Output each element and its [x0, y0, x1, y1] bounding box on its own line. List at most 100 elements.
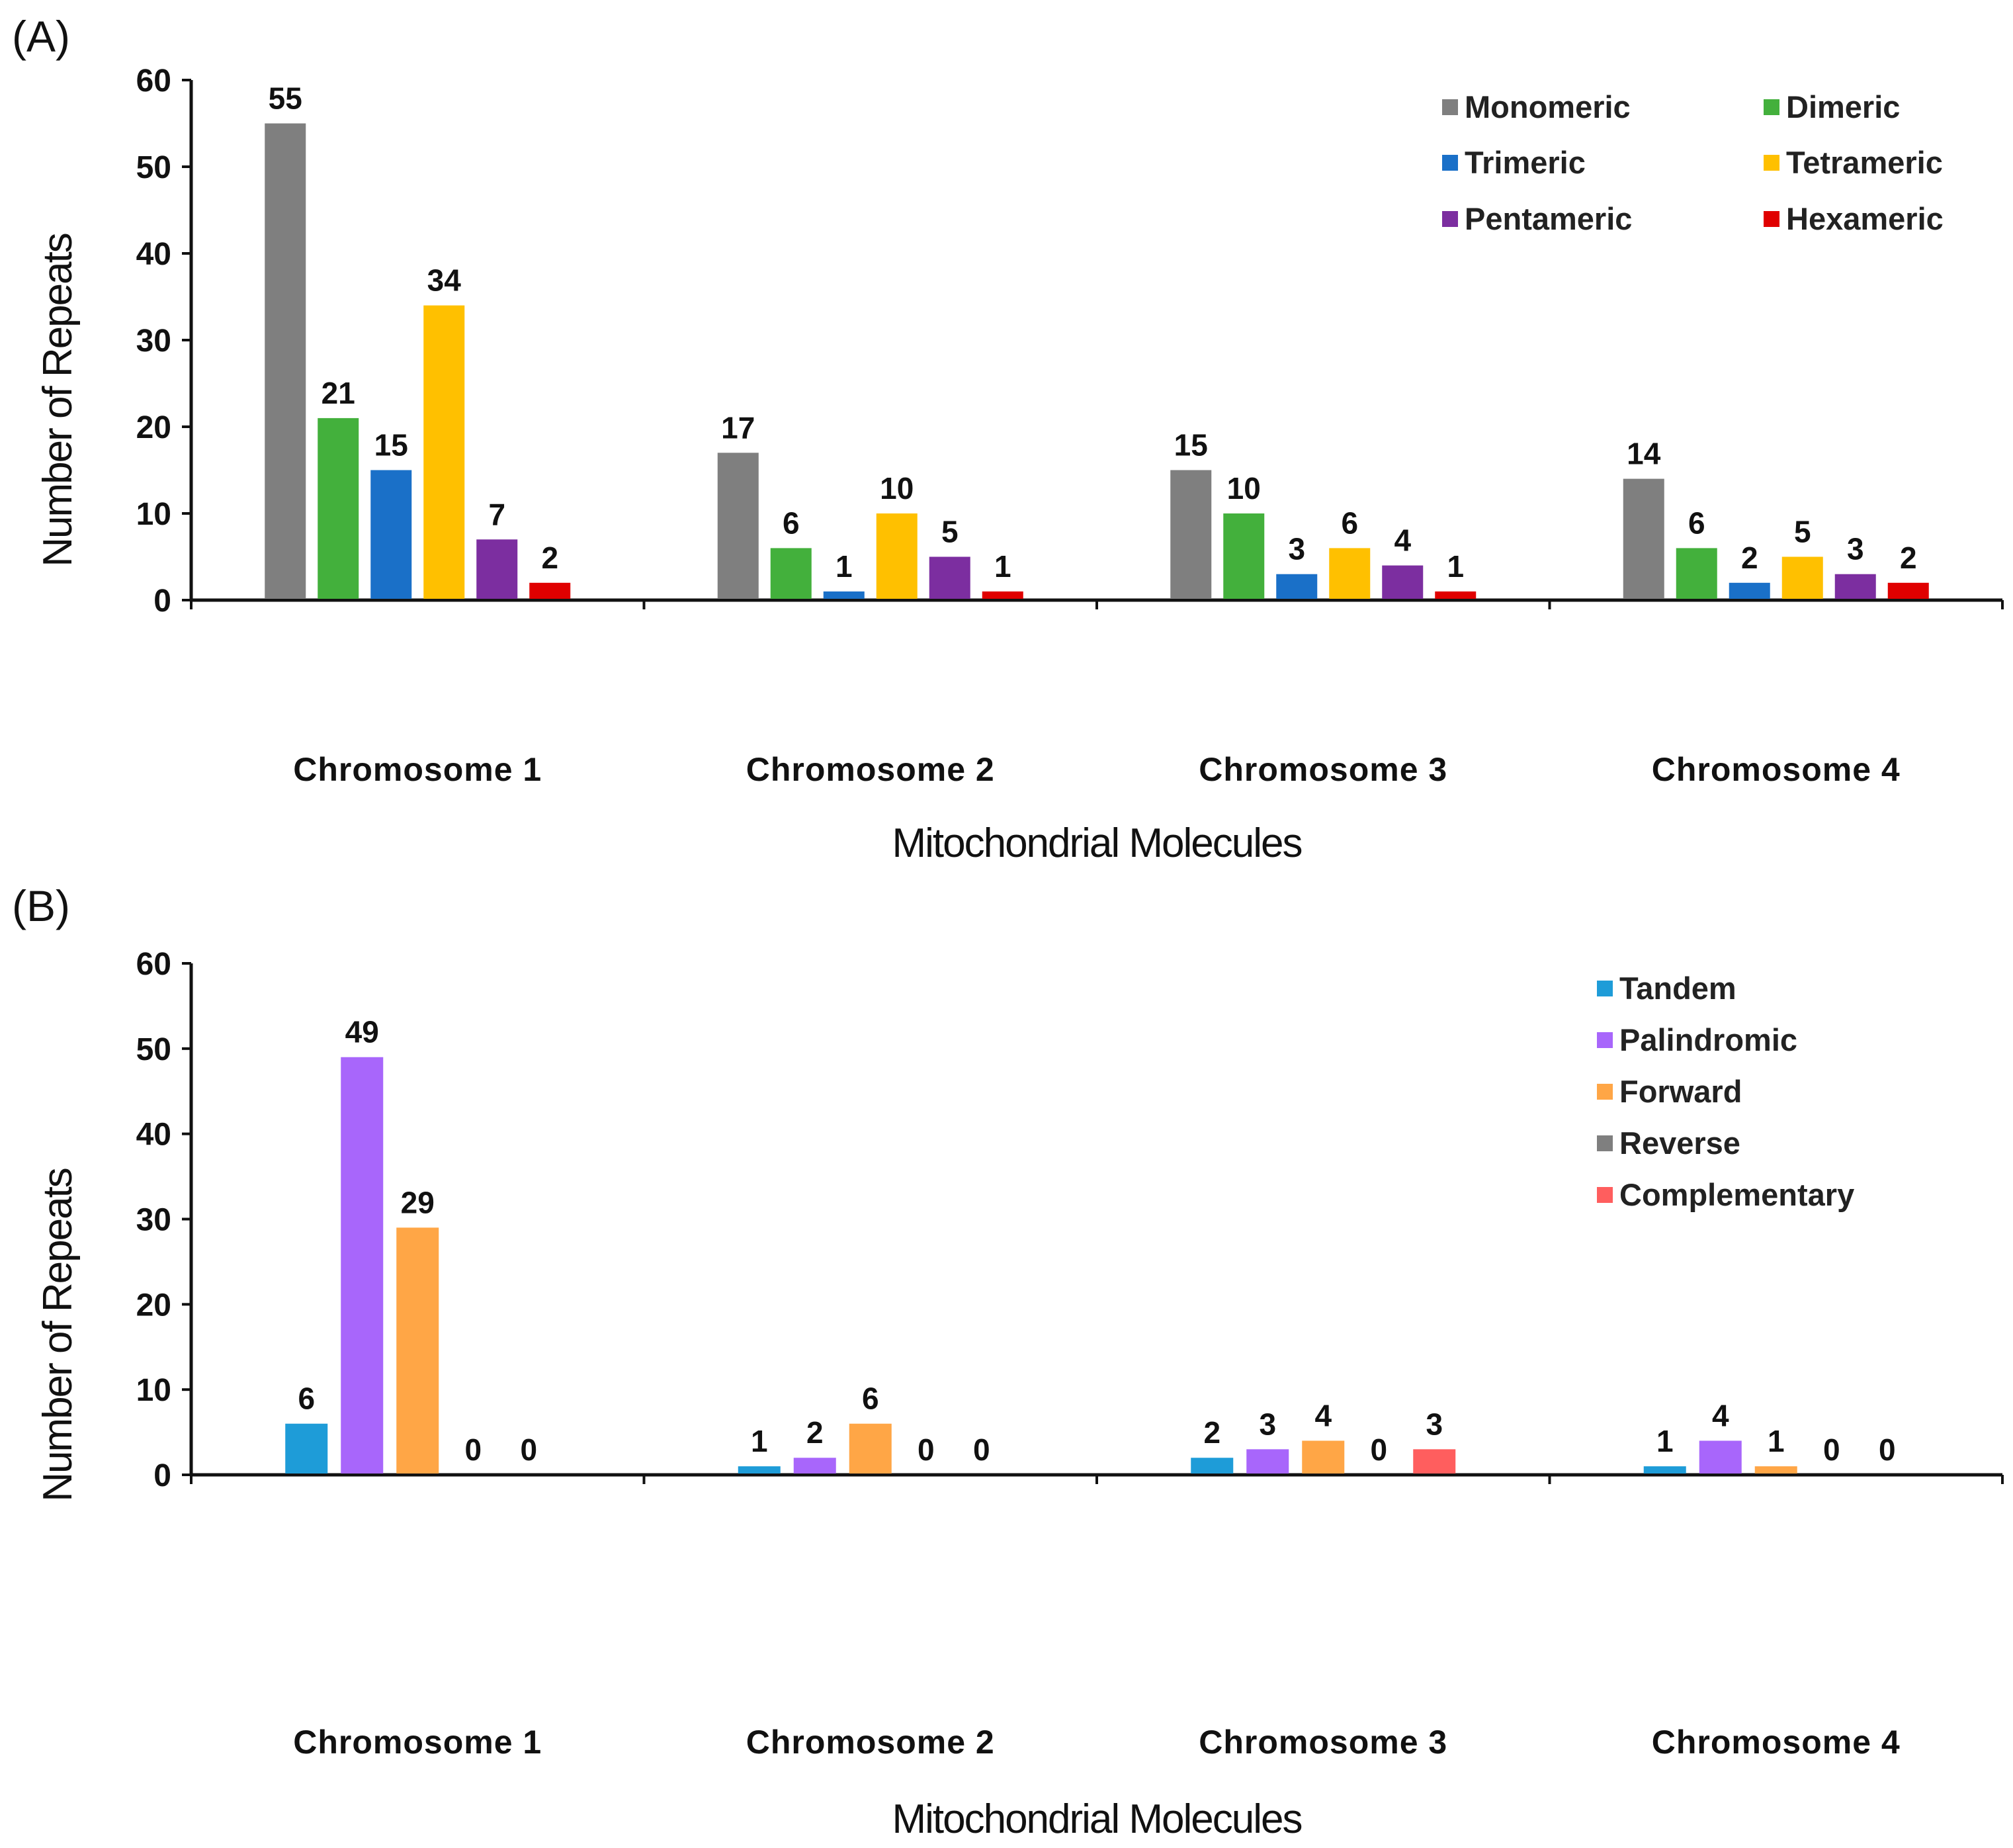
data-label: 2 — [806, 1415, 824, 1450]
y-tick-label: 30 — [136, 324, 171, 359]
bar-palindromic — [341, 1057, 384, 1474]
data-label: 3 — [1259, 1407, 1276, 1441]
legend-item: Tandem — [1597, 971, 1736, 1006]
bar-hexameric — [1887, 582, 1929, 599]
data-label: 1 — [835, 549, 853, 584]
legend-label: Dimeric — [1786, 89, 1900, 124]
x-axis-title: Mitochondrial Molecules — [892, 1796, 1301, 1842]
data-label: 3 — [1426, 1407, 1443, 1441]
data-label: 17 — [721, 410, 755, 445]
legend-label: Tandem — [1619, 971, 1736, 1006]
legend-label: Reverse — [1619, 1125, 1740, 1161]
data-label: 6 — [1688, 506, 1705, 540]
bar-complementary — [1413, 1449, 1456, 1474]
x-tick-label: Chromosome 3 — [1199, 751, 1447, 788]
data-label: 2 — [1900, 541, 1917, 575]
legend-swatch — [1442, 211, 1458, 227]
panel-label: (A) — [12, 12, 70, 61]
bar-dimeric — [1676, 548, 1717, 599]
legend-label: Monomeric — [1465, 89, 1631, 124]
legend-item: Trimeric — [1442, 145, 1586, 180]
bar-hexameric — [982, 591, 1023, 599]
legend-item: Reverse — [1597, 1125, 1740, 1161]
bar-pentameric — [1834, 574, 1876, 599]
legend-swatch — [1764, 155, 1779, 171]
y-tick-label: 40 — [136, 1118, 171, 1153]
bar-pentameric — [929, 556, 970, 599]
y-tick-label: 40 — [136, 237, 171, 272]
data-label: 4 — [1712, 1398, 1729, 1432]
legend-label: Palindromic — [1619, 1022, 1797, 1057]
x-tick-label: Chromosome 3 — [1199, 1724, 1447, 1761]
bar-tandem — [738, 1466, 781, 1474]
legend-item: Dimeric — [1764, 89, 1900, 124]
data-label: 0 — [973, 1432, 990, 1467]
legend-item: Hexameric — [1764, 201, 1944, 236]
panel-label: (B) — [12, 881, 70, 930]
bar-tetrameric — [876, 513, 918, 599]
legend-item: Complementary — [1597, 1177, 1854, 1212]
legend-label: Hexameric — [1786, 201, 1944, 236]
data-label: 0 — [520, 1432, 537, 1467]
y-tick-label: 20 — [136, 1288, 171, 1323]
data-label: 3 — [1288, 532, 1305, 566]
data-label: 4 — [1394, 523, 1411, 558]
bar-palindromic — [793, 1458, 836, 1474]
legend-swatch — [1597, 1032, 1613, 1048]
legend: Monomeric Dimeric Trimeric Tetrameric Pentam… — [1442, 89, 1944, 236]
data-label: 55 — [269, 81, 302, 116]
y-tick-label: 0 — [153, 584, 171, 619]
x-tick-label: Chromosome 1 — [293, 751, 542, 788]
bar-hexameric — [529, 582, 571, 599]
x-tick-label: Chromosome 4 — [1652, 1724, 1901, 1761]
data-label: 4 — [1314, 1398, 1332, 1432]
legend: Tandem Palindromic Forward Reverse Complemen… — [1597, 971, 1854, 1212]
data-label: 21 — [321, 376, 355, 410]
bar-pentameric — [476, 539, 518, 599]
data-label: 6 — [783, 506, 800, 540]
bar-dimeric — [318, 418, 359, 599]
data-label: 6 — [862, 1382, 879, 1416]
legend-item: Monomeric — [1442, 89, 1631, 124]
legend-swatch — [1597, 1084, 1613, 1100]
data-label: 49 — [345, 1015, 379, 1049]
data-label: 1 — [751, 1424, 768, 1458]
data-label: 6 — [1341, 506, 1358, 540]
data-label: 0 — [918, 1432, 935, 1467]
legend-swatch — [1597, 981, 1613, 996]
data-label: 15 — [374, 428, 408, 462]
bar-trimeric — [370, 470, 412, 599]
y-tick-label: 60 — [136, 64, 171, 99]
legend-swatch — [1442, 155, 1458, 171]
y-tick-label: 60 — [136, 947, 171, 982]
x-tick-label: Chromosome 2 — [746, 1724, 995, 1761]
data-label: 10 — [1227, 471, 1261, 506]
legend-item: Palindromic — [1597, 1022, 1797, 1057]
data-label: 0 — [1879, 1432, 1896, 1467]
x-tick-label: Chromosome 1 — [293, 1724, 542, 1761]
bar-forward — [1302, 1440, 1345, 1474]
bar-trimeric — [1276, 574, 1318, 599]
data-label: 1 — [994, 549, 1011, 584]
bar-trimeric — [1729, 582, 1770, 599]
legend-swatch — [1597, 1135, 1613, 1151]
y-tick-label: 30 — [136, 1203, 171, 1238]
y-tick-label: 10 — [136, 1373, 171, 1408]
data-label: 2 — [541, 541, 558, 575]
y-tick-label: 0 — [153, 1458, 171, 1493]
y-tick-label: 20 — [136, 410, 171, 445]
legend-label: Complementary — [1619, 1177, 1854, 1212]
bar-monomeric — [1170, 470, 1212, 599]
data-label: 2 — [1203, 1415, 1221, 1450]
data-label: 1 — [1656, 1424, 1674, 1458]
x-tick-label: Chromosome 2 — [746, 751, 995, 788]
y-tick-label: 50 — [136, 150, 171, 185]
bar-tandem — [285, 1423, 328, 1474]
data-label: 10 — [880, 471, 914, 506]
x-tick-label: Chromosome 4 — [1652, 751, 1901, 788]
legend-item: Pentameric — [1442, 201, 1632, 236]
data-label: 6 — [298, 1382, 315, 1416]
bar-forward — [849, 1423, 892, 1474]
